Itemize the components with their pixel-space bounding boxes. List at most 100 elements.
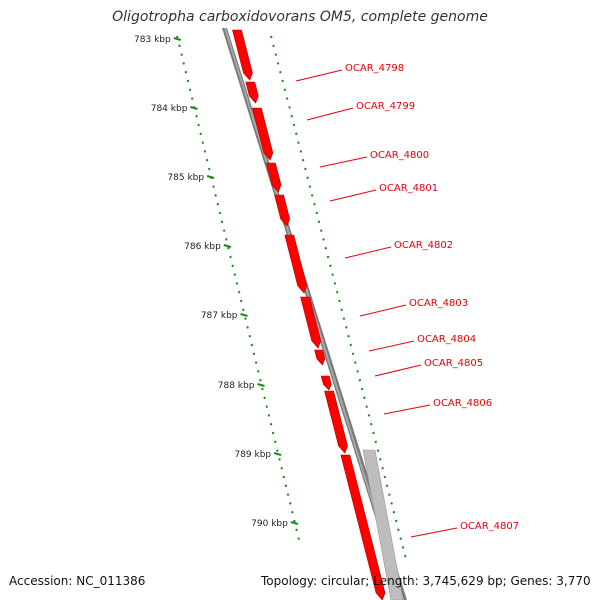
gene-label[interactable]: OCAR_4805: [424, 358, 483, 369]
scale-tick: [317, 220, 321, 224]
scale-tick: [288, 502, 292, 505]
scale-tick: [283, 88, 287, 92]
gene-arrow: [284, 234, 308, 294]
scale-tick: [190, 97, 194, 100]
scale-tick: [383, 475, 387, 479]
scale-tick: [270, 35, 273, 39]
scale-tick: [390, 502, 393, 505]
scale-tick: [338, 299, 341, 303]
scale-tick: [291, 510, 294, 514]
scale-tick: [199, 132, 202, 136]
scale-tick: [397, 528, 400, 532]
scale-tick: [195, 114, 198, 118]
scale-tick: [263, 396, 266, 400]
gene-label[interactable]: OCAR_4799: [356, 101, 415, 112]
scale-tick: [322, 238, 325, 241]
scale-tick: [313, 202, 316, 206]
gene-label[interactable]: OCAR_4807: [460, 521, 519, 532]
scale-tick: [201, 141, 205, 144]
scale-tick: [203, 150, 207, 153]
kbp-label: 784 kbp: [151, 104, 188, 114]
scale-tick: [374, 440, 377, 444]
gene-label[interactable]: OCAR_4801: [379, 183, 438, 194]
gene-label-connector: [329, 189, 377, 202]
scale-tick: [299, 150, 303, 153]
gene-arrow: [320, 375, 332, 391]
scale-tick: [220, 220, 224, 224]
scale-tick: [286, 493, 290, 496]
scale-tick: [351, 352, 355, 356]
gene-labels: OCAR_4798 OCAR_4799 OCAR_4800 OCAR_4801 OCAR…: [295, 63, 519, 538]
scale-tick: [272, 44, 275, 48]
scale-tick: [319, 229, 323, 232]
gene-label[interactable]: OCAR_4806: [433, 398, 492, 409]
scale-tick: [288, 106, 291, 109]
scale-tick: [282, 475, 286, 479]
gene-label[interactable]: OCAR_4803: [409, 298, 468, 309]
scale-tick: [372, 431, 375, 435]
scale-tick: [227, 246, 230, 250]
scale-tick: [246, 326, 249, 329]
kbp-tick: [257, 383, 265, 387]
gene-label-connector: [374, 364, 422, 377]
gene-label-connector: [410, 527, 458, 538]
gene-arrow: [324, 390, 348, 454]
gene-label[interactable]: OCAR_4802: [394, 240, 453, 251]
scale-tick: [280, 466, 283, 470]
scale-tick: [347, 334, 350, 338]
scale-tick: [358, 378, 362, 382]
scale-tick: [315, 211, 318, 215]
gene-label[interactable]: OCAR_4800: [370, 150, 429, 161]
scale-tick: [331, 273, 334, 276]
scale-tick: [180, 53, 183, 56]
scale-tick: [344, 326, 348, 329]
scale-tick: [379, 458, 382, 461]
gene-label-connector: [359, 304, 407, 317]
scale-tick: [256, 370, 260, 373]
gene-arrow: [314, 349, 326, 366]
scale-tick: [310, 194, 314, 197]
scale-tick: [333, 282, 337, 285]
scale-tick: [335, 290, 339, 294]
scale-tick: [271, 431, 275, 435]
kbp-tick: [190, 106, 198, 110]
kbp-label: 787 kbp: [201, 311, 238, 321]
scale-tick: [248, 334, 251, 338]
scale-tick: [369, 422, 373, 426]
scale-tick: [385, 484, 389, 488]
scale-tick: [265, 405, 269, 408]
gene-arrow: [266, 162, 282, 193]
scale-tick: [205, 158, 209, 162]
kbp-tick: [223, 244, 232, 248]
scale-tick: [292, 123, 296, 127]
gene-label[interactable]: OCAR_4804: [417, 334, 476, 345]
scale-tick: [306, 176, 309, 180]
kbp-label: 785 kbp: [167, 173, 204, 183]
scale-tick: [182, 62, 185, 65]
scale-tick: [276, 62, 280, 65]
kbp-label: 783 kbp: [134, 35, 171, 45]
scale-tick: [259, 378, 262, 382]
scale-tick: [290, 114, 293, 118]
feature-block: [362, 449, 404, 600]
scale-ticks-outer: [176, 35, 300, 540]
scale-tick: [403, 554, 407, 558]
kbp-label: 790 kbp: [251, 519, 288, 529]
scale-tick: [376, 449, 380, 452]
scale-tick: [329, 264, 332, 268]
gene-label[interactable]: OCAR_4798: [345, 63, 404, 74]
genome-stats-text: Topology: circular; Length: 3,745,629 bp…: [261, 574, 591, 588]
scale-tick: [293, 519, 296, 523]
scale-tick: [297, 537, 300, 540]
gene-label-connector: [295, 69, 343, 82]
scale-tick: [285, 97, 289, 100]
scale-tick: [340, 308, 343, 312]
kbp-tick: [240, 313, 248, 317]
scale-tick: [214, 194, 217, 197]
scale-tick: [281, 79, 284, 83]
scale-tick: [274, 440, 277, 444]
scale-tick: [225, 238, 228, 241]
gene-label-connector: [319, 156, 368, 168]
gene-label-connector: [368, 340, 415, 352]
